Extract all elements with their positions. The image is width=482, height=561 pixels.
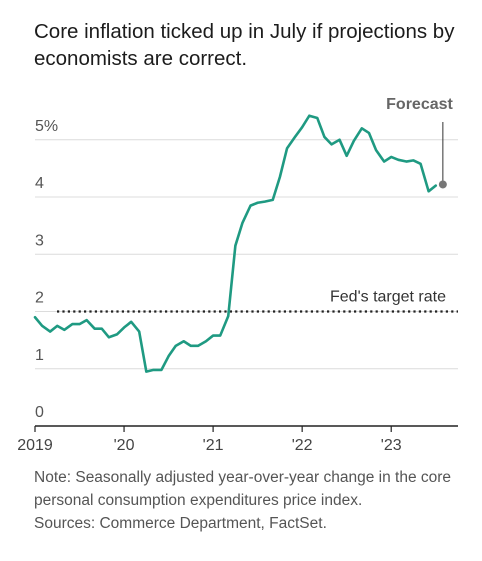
y-tick-label: 3 [35,232,44,249]
x-tick-label: '23 [381,437,402,454]
x-tick-label: '22 [292,437,313,454]
x-tick-label: '21 [203,437,224,454]
note-text: Note: Seasonally adjusted year-over-year… [34,469,452,509]
x-tick-label: 2019 [17,437,53,454]
y-tick-label: 5% [35,118,58,135]
grid-lines [35,139,458,370]
y-tick-label: 2 [35,290,44,307]
y-tick-label: 1 [35,347,44,364]
y-tick-label: 4 [35,175,44,192]
x-tick-label: '20 [114,437,135,454]
forecast-marker [438,180,447,189]
core-pce-line [33,114,438,373]
y-tick-label: 0 [35,404,44,421]
sources-text: Sources: Commerce Department, FactSet. [34,515,327,532]
forecast-label: Forecast [386,96,453,113]
x-axis: 2019 '20 '21 '22 '23 [17,425,458,454]
data-points [34,115,436,372]
fed-target-label: Fed's target rate [330,289,446,306]
chart-notes: Note: Seasonally adjusted year-over-year… [34,466,474,535]
chart-title: Core inflation ticked up in July if proj… [34,20,455,70]
y-axis-tick-labels: 0 1 2 3 4 5% [35,118,58,421]
